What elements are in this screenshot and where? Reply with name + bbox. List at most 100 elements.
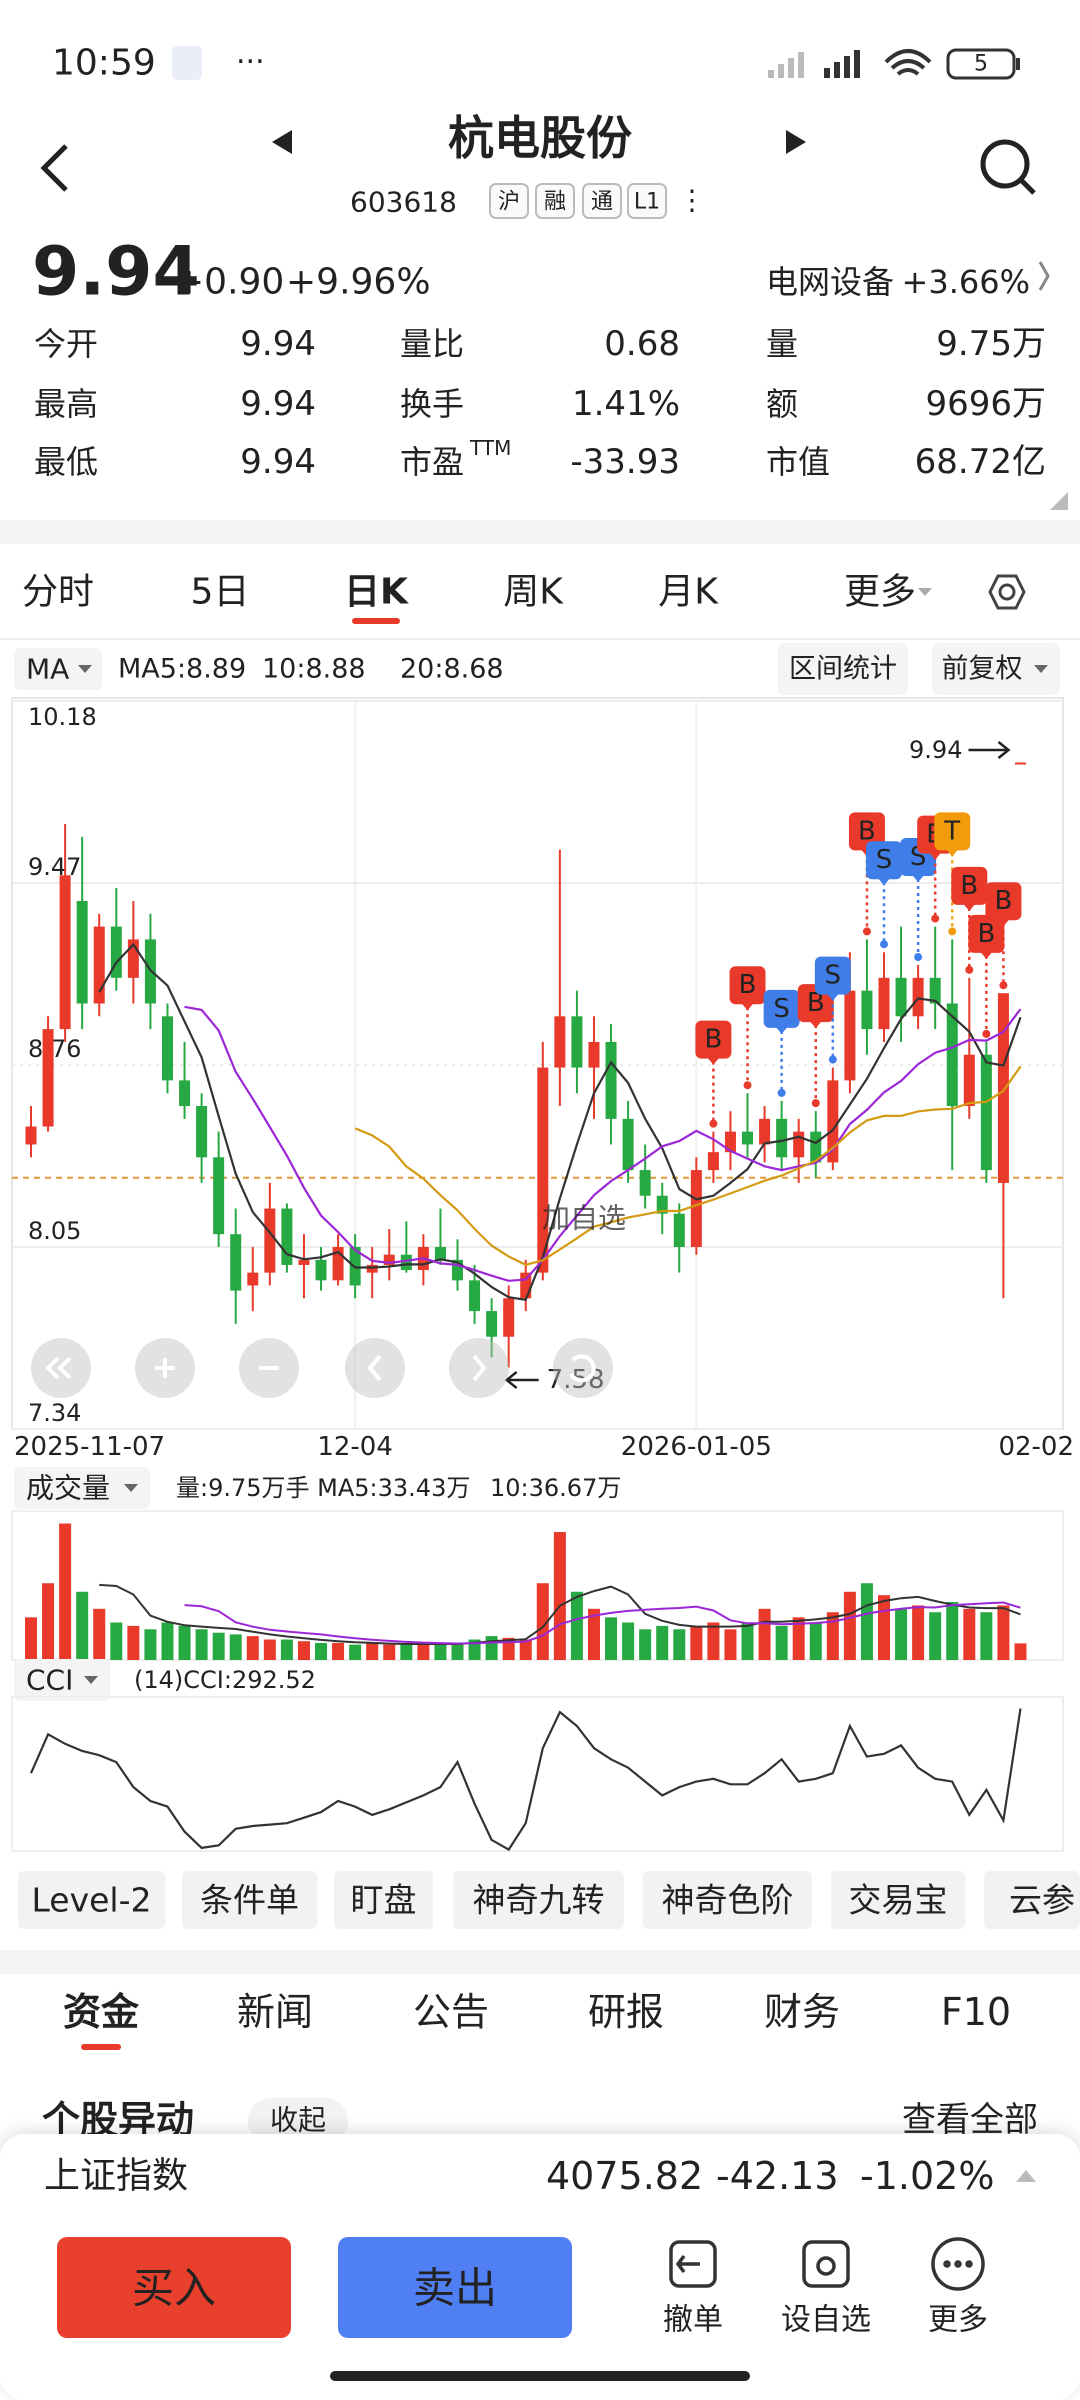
cci-selector[interactable] [14, 1659, 110, 1701]
volume-ma10-line [184, 1601, 1021, 1645]
volume-selector[interactable] [14, 1467, 150, 1509]
chart-control[interactable] [449, 1338, 509, 1398]
volume-legend: 量:9.75万手 MA5:33.43万 [176, 1474, 470, 1502]
tool-chip[interactable] [334, 1871, 433, 1929]
dropdown-caret [918, 588, 932, 596]
stat-value: 0.68 [604, 324, 680, 364]
range-stat-button[interactable] [778, 643, 908, 695]
volume-bar [656, 1625, 669, 1660]
stat-label: 今开 [34, 325, 98, 363]
signal-label: S [825, 961, 842, 991]
volume-bar [434, 1644, 447, 1660]
stat-label: 量比 [400, 325, 464, 363]
tool-chip[interactable] [984, 1871, 1080, 1929]
sell-button[interactable] [338, 2237, 572, 2338]
settings-button[interactable] [988, 574, 1026, 610]
index-value: 4075.82 [546, 2154, 703, 2198]
candle-body [366, 1264, 378, 1273]
candle-body [59, 875, 71, 1030]
tool-chip[interactable] [643, 1871, 812, 1929]
volume-bar [639, 1629, 652, 1660]
news-tab[interactable]: 财务 [764, 1990, 840, 2034]
toggle-pill[interactable] [248, 2098, 348, 2144]
action-icons [669, 2237, 985, 2291]
candle-body [434, 1247, 446, 1260]
signal-badge [934, 812, 971, 851]
change-pct: +9.96% [286, 262, 431, 303]
volume-bar [895, 1608, 908, 1660]
y-tick-label: 10.18 [28, 703, 97, 731]
candle-body [383, 1254, 395, 1265]
ma-selector[interactable] [14, 648, 102, 690]
next-stock[interactable] [786, 130, 806, 154]
period-tab[interactable]: 月K [658, 572, 719, 613]
tool-label: 神奇色阶 [662, 1881, 794, 1920]
period-tab[interactable]: 5日 [191, 572, 250, 613]
volume-bar [280, 1639, 293, 1660]
volume-bar [110, 1622, 123, 1660]
candle-body [110, 926, 122, 978]
signal-pointer [980, 951, 993, 959]
signal-badge [951, 866, 988, 905]
candle-body [912, 977, 924, 1017]
adjust-button[interactable] [932, 643, 1060, 695]
news-tab[interactable]: 资金 [63, 1990, 140, 2034]
signal-pointer [826, 993, 839, 1001]
signal-dot [931, 914, 940, 923]
candle-body [929, 977, 941, 1004]
candle-body [452, 1259, 463, 1281]
tag-box [627, 183, 667, 219]
tool-chip[interactable] [453, 1871, 624, 1929]
signal-pointer [946, 849, 959, 857]
news-tab[interactable]: 公告 [413, 1990, 489, 2034]
candle-body [554, 1016, 566, 1068]
volume-bar [485, 1636, 498, 1660]
control-icon [367, 1354, 382, 1382]
volume-bar [195, 1629, 208, 1660]
period-tab[interactable]: 分时 [22, 572, 94, 613]
tool-chip[interactable] [18, 1871, 165, 1929]
news-tab[interactable]: F10 [941, 1990, 1011, 2034]
candle-body [520, 1272, 532, 1299]
signal-pointer [741, 1003, 754, 1011]
index-change: -42.13 [716, 2154, 839, 2198]
tool-chip[interactable] [831, 1871, 965, 1929]
signal-badge [729, 966, 766, 1005]
x-tick-label: 12-04 [317, 1432, 393, 1462]
search-button[interactable] [980, 139, 1036, 195]
section-more[interactable]: 查看全部 [902, 2100, 1038, 2140]
action-label[interactable]: 撤单 [663, 2303, 723, 2338]
volume-bar [741, 1622, 754, 1660]
tool-label: 云参 [1009, 1881, 1075, 1920]
tag: L1 [634, 190, 660, 215]
action-label[interactable]: 设自选 [781, 2303, 871, 2338]
back-button[interactable] [40, 144, 68, 192]
sector-arrow[interactable] [1038, 261, 1050, 291]
stat-label: 市盈 [400, 443, 464, 481]
chart-control[interactable] [553, 1338, 613, 1398]
signal-badge [763, 989, 800, 1028]
expand-index[interactable] [1016, 2170, 1036, 2182]
stat-value: 9.94 [240, 384, 316, 424]
action-label[interactable]: 更多 [928, 2303, 988, 2338]
candle-body [980, 1054, 992, 1171]
news-tab[interactable]: 新闻 [237, 1990, 313, 2034]
period-tab[interactable]: 周K [503, 572, 564, 613]
candle-body [503, 1298, 515, 1337]
signal-dot [982, 1029, 991, 1038]
period-more[interactable]: 更多 [844, 572, 916, 613]
prev-stock[interactable] [272, 130, 292, 154]
tag-box [535, 183, 575, 219]
news-tab[interactable]: 研报 [588, 1990, 664, 2034]
period-tab[interactable]: 日K [344, 572, 409, 613]
volume-bar [912, 1605, 925, 1660]
signal-label: T [943, 816, 960, 846]
tag-menu[interactable]: ⋮ [678, 184, 706, 217]
section-toggle: 收起 [270, 2104, 326, 2137]
corner-mark [1050, 492, 1068, 510]
y-tick-label: 7.34 [28, 1399, 81, 1427]
candle-body [42, 1029, 54, 1127]
chart-control[interactable] [345, 1338, 405, 1398]
buy-button[interactable] [57, 2237, 291, 2338]
tool-chip[interactable] [182, 1871, 317, 1929]
